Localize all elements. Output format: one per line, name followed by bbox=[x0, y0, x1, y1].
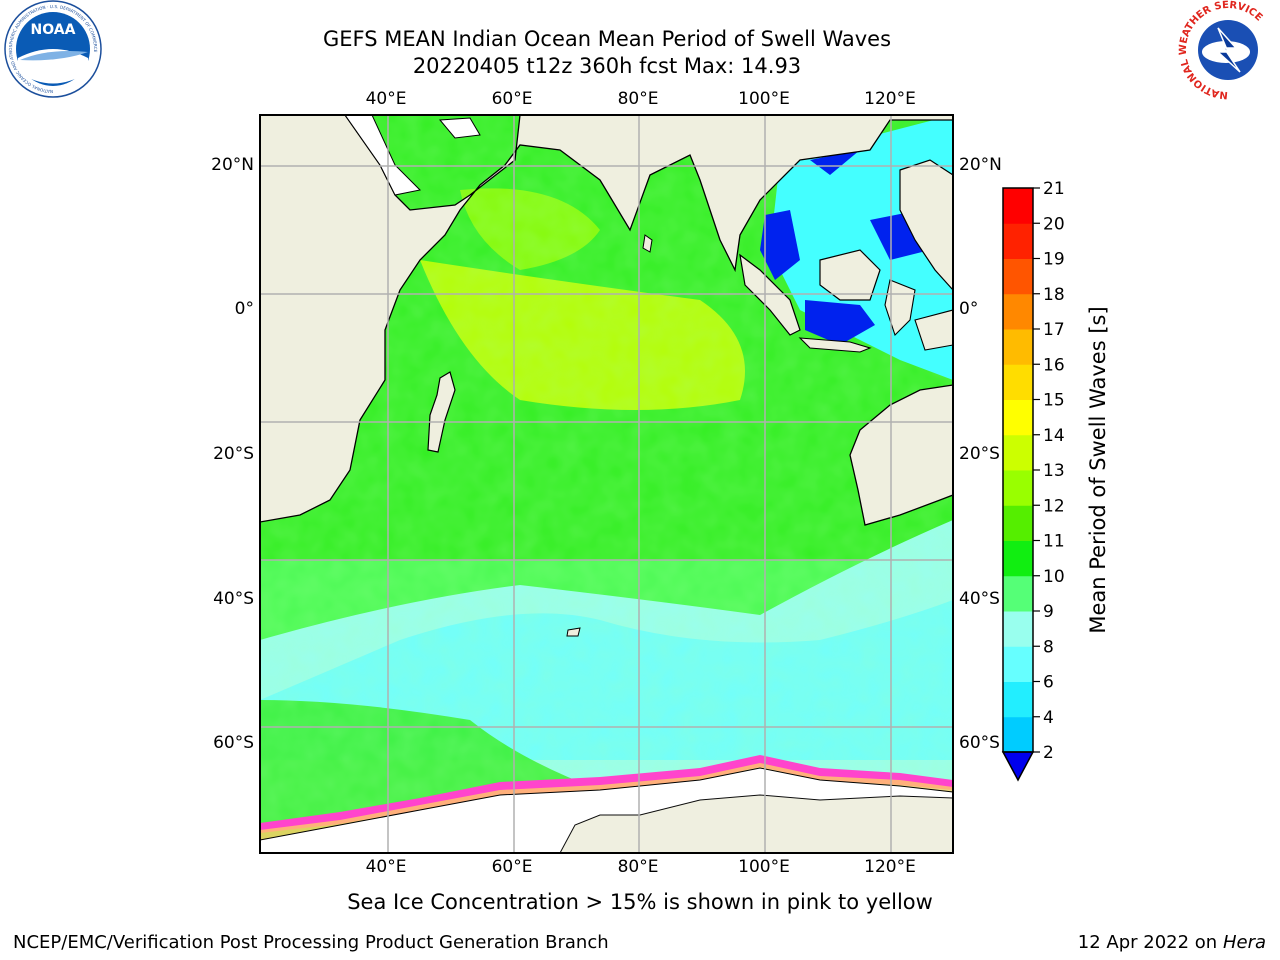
lat-tick-label: 20°N bbox=[211, 154, 254, 175]
colorbar-tick-label: 4 bbox=[1043, 708, 1054, 728]
map-frame bbox=[259, 114, 954, 854]
colorbar-tick-label: 6 bbox=[1043, 673, 1054, 693]
colorbar-extend-triangle bbox=[1001, 751, 1035, 782]
credit-organization: NCEP/EMC/Verification Post Processing Pr… bbox=[13, 932, 609, 953]
colorbar-swatch bbox=[1003, 188, 1033, 224]
lon-tick-label: 120°E bbox=[864, 89, 916, 109]
lon-tick-label: 80°E bbox=[617, 89, 659, 109]
colorbar-swatch bbox=[1003, 258, 1033, 295]
colorbar-swatch bbox=[1003, 470, 1033, 506]
credit-system: Hera bbox=[1222, 932, 1266, 953]
colorbar-tick-label: 20 bbox=[1043, 214, 1065, 234]
sea-ice-footnote: Sea Ice Concentration > 15% is shown in … bbox=[347, 890, 933, 914]
map-subtitle: 20220405 t12z 360h fcst Max: 14.93 bbox=[412, 54, 802, 78]
colorbar-swatch bbox=[1003, 681, 1033, 718]
land-australia bbox=[849, 384, 953, 526]
colorbar-tick-label: 13 bbox=[1043, 461, 1065, 481]
colorbar-label: Mean Period of Swell Waves [s] bbox=[1086, 306, 1110, 634]
colorbar: 2 4 6 8 9 10 11 12 13 14 15 16 17 18 19 20 21 bbox=[1001, 180, 1065, 782]
colorbar-swatch bbox=[1003, 646, 1033, 682]
map-title: GEFS MEAN Indian Ocean Mean Period of Sw… bbox=[322, 27, 892, 51]
credit-date-text: 12 Apr 2022 on bbox=[1077, 932, 1218, 953]
colorbar-swatch bbox=[1003, 293, 1033, 330]
map-area bbox=[260, 115, 953, 853]
land-antarctica bbox=[260, 794, 953, 853]
colorbar-tick-label: 21 bbox=[1043, 180, 1065, 199]
colorbar-swatch bbox=[1003, 399, 1033, 436]
colorbar-tick-label: 2 bbox=[1043, 743, 1054, 763]
lat-tick-label: 40°S bbox=[959, 588, 1000, 609]
lon-tick-label: 40°E bbox=[365, 89, 407, 109]
noaa-logo: NOAA NATIONAL OCEANIC AND ATMOSPHERIC AD… bbox=[4, 0, 102, 98]
colorbar-tick-label: 15 bbox=[1043, 391, 1065, 411]
credit-date: 12 Apr 2022 on Hera bbox=[1078, 932, 1266, 953]
lon-tick-label: 120°E bbox=[864, 857, 916, 877]
lon-tick-label: 40°E bbox=[365, 857, 407, 877]
colorbar-tick-label: 18 bbox=[1043, 285, 1065, 305]
nws-logo: NATIONAL WEATHER SERVICE bbox=[1178, 0, 1264, 100]
lon-tick-label: 100°E bbox=[738, 89, 790, 109]
land-africa-asia bbox=[260, 115, 953, 523]
colorbar-tick-label: 17 bbox=[1043, 320, 1065, 340]
lat-tick-label: 0° bbox=[234, 299, 254, 320]
map-gridlines bbox=[260, 115, 953, 853]
lat-tick-label: 60°S bbox=[959, 733, 1000, 754]
lon-tick-label: 60°E bbox=[491, 89, 533, 109]
colorbar-swatch bbox=[1003, 329, 1033, 365]
colorbar-tick-label: 10 bbox=[1043, 567, 1065, 587]
colorbar-swatch bbox=[1003, 505, 1033, 541]
colorbar-swatches bbox=[1003, 188, 1033, 753]
colorbar-swatch bbox=[1003, 611, 1033, 647]
lat-tick-label: 60°S bbox=[213, 733, 254, 754]
colorbar-tick-label: 11 bbox=[1043, 532, 1065, 552]
colorbar-tick-label: 8 bbox=[1043, 637, 1054, 657]
colorbar-swatch bbox=[1003, 223, 1033, 259]
colorbar-swatch bbox=[1003, 575, 1033, 612]
colorbar-tick-label: 16 bbox=[1043, 355, 1065, 375]
land-madagascar bbox=[427, 371, 456, 453]
colorbar-swatch bbox=[1003, 434, 1033, 471]
lat-tick-label: 40°S bbox=[213, 588, 254, 609]
lat-tick-label: 20°N bbox=[959, 154, 1002, 175]
colorbar-tick-label: 14 bbox=[1043, 426, 1065, 446]
colorbar-swatch bbox=[1003, 716, 1033, 753]
lat-tick-label: 0° bbox=[959, 299, 979, 320]
lon-tick-label: 100°E bbox=[738, 857, 790, 877]
lon-tick-label: 80°E bbox=[617, 857, 659, 877]
lat-tick-label: 20°S bbox=[213, 444, 254, 465]
noaa-logo-text: NOAA bbox=[31, 22, 76, 38]
colorbar-tick-label: 9 bbox=[1043, 602, 1054, 622]
colorbar-ticks: 2 4 6 8 9 10 11 12 13 14 15 16 17 18 19 20 21 bbox=[1033, 180, 1065, 763]
colorbar-tick-label: 12 bbox=[1043, 496, 1065, 516]
lon-tick-label: 60°E bbox=[491, 857, 533, 877]
colorbar-tick-label: 19 bbox=[1043, 250, 1065, 270]
colorbar-swatch bbox=[1003, 540, 1033, 577]
lat-tick-label: 20°S bbox=[959, 444, 1000, 465]
colorbar-swatch bbox=[1003, 364, 1033, 400]
